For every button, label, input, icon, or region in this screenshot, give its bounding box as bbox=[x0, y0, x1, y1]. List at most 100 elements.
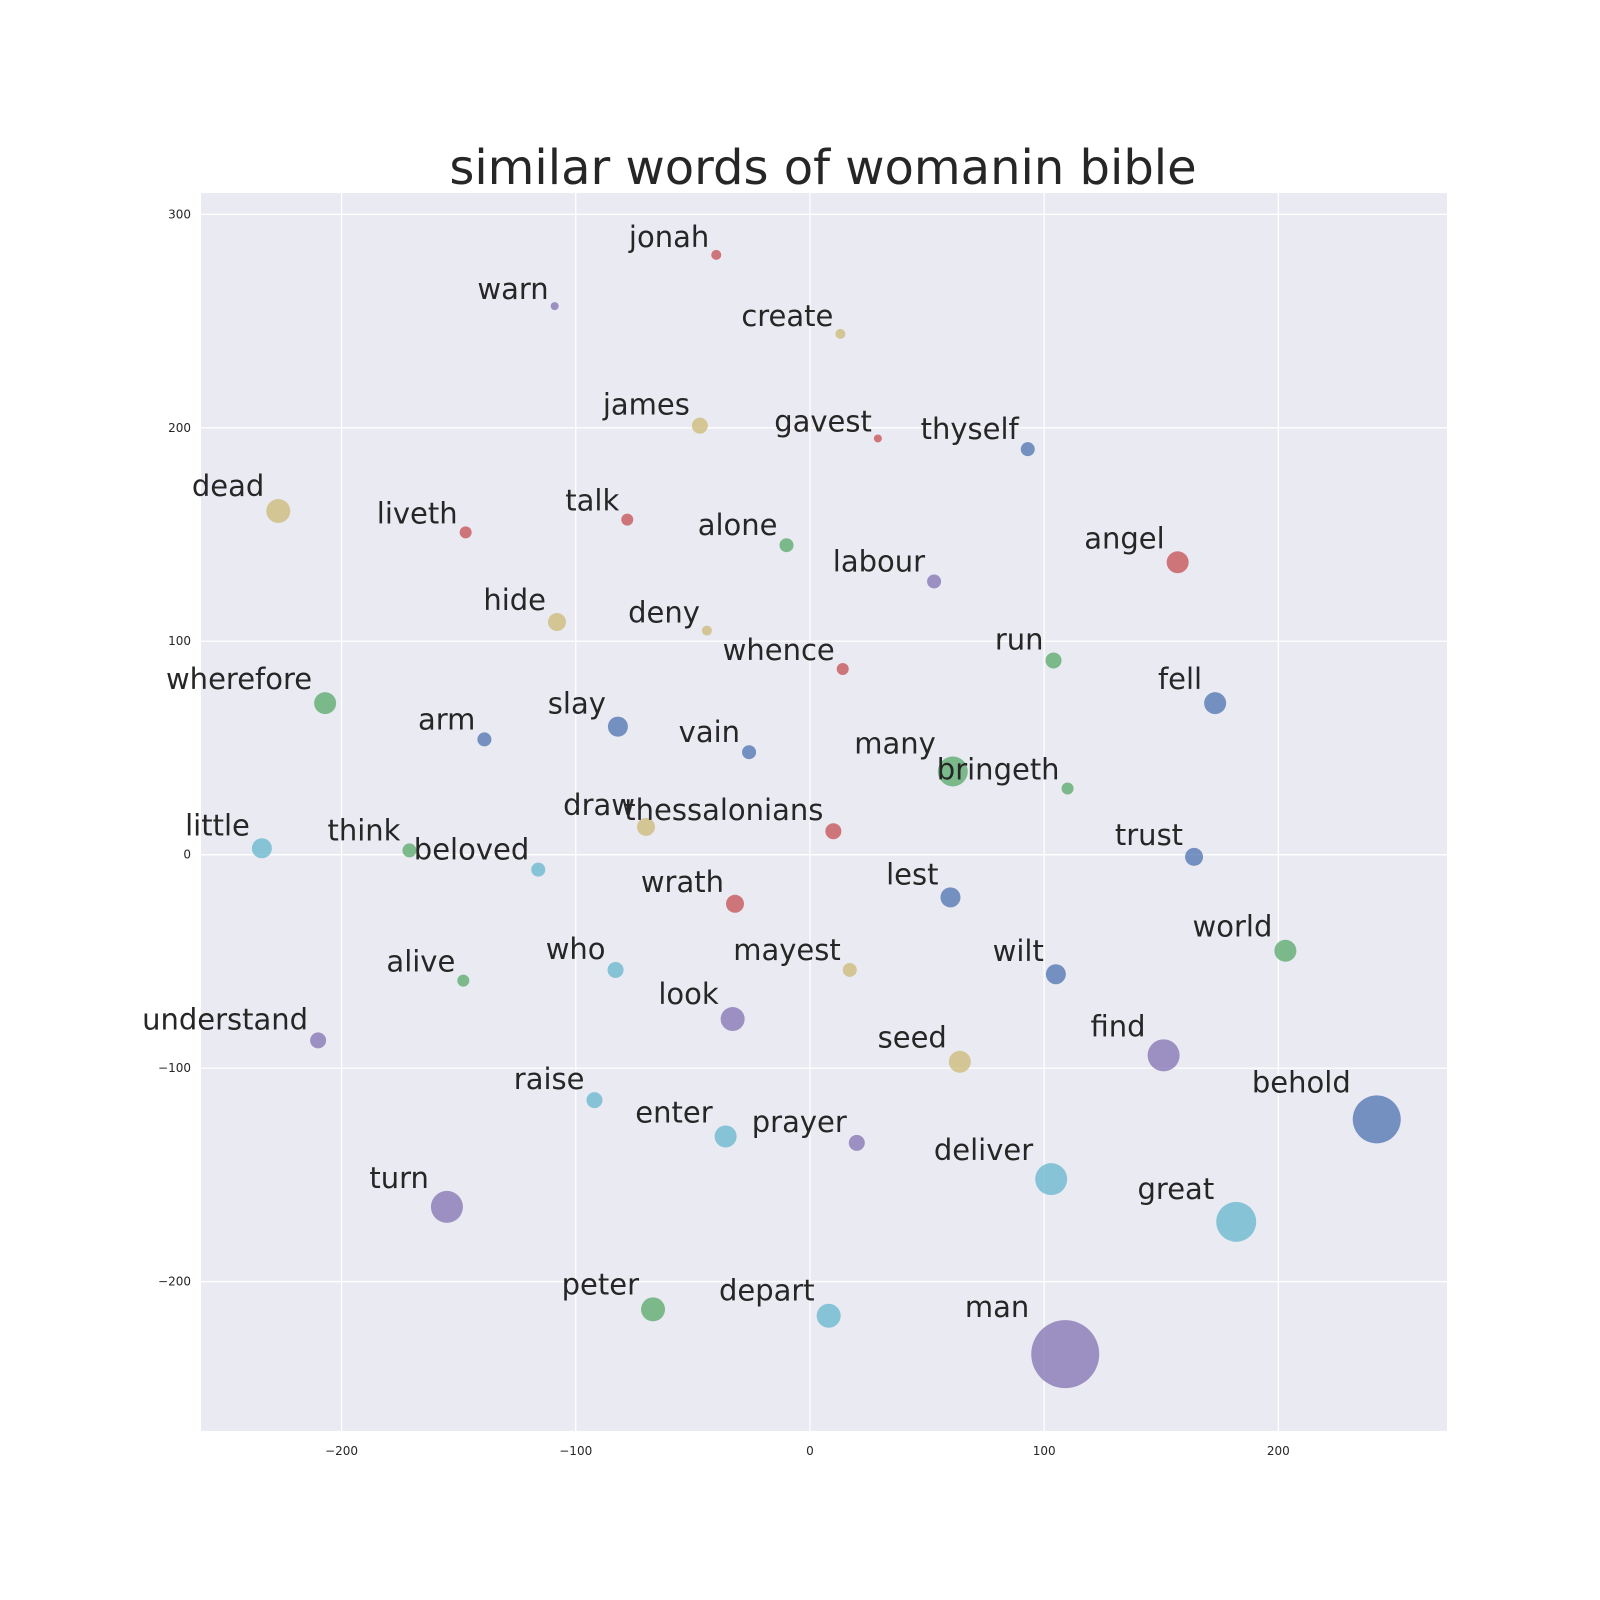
word-label-create: create bbox=[741, 299, 833, 333]
word-label-hide: hide bbox=[483, 583, 546, 617]
word-label-think: think bbox=[327, 813, 400, 847]
y-tick-label: 300 bbox=[168, 207, 191, 221]
bubble-alive bbox=[457, 974, 470, 987]
y-tick-label: −200 bbox=[158, 1275, 191, 1289]
bubble-prayer bbox=[848, 1134, 865, 1151]
bubble-behold bbox=[1352, 1095, 1401, 1144]
word-label-enter: enter bbox=[635, 1095, 712, 1129]
word-label-trust: trust bbox=[1115, 818, 1183, 852]
x-tick-label: 100 bbox=[1033, 1444, 1056, 1458]
word-label-peter: peter bbox=[562, 1267, 639, 1301]
bubble-gavest bbox=[873, 434, 882, 443]
bubble-jonah bbox=[711, 249, 722, 260]
word-label-deliver: deliver bbox=[934, 1133, 1033, 1167]
bubble-alone bbox=[779, 538, 794, 553]
bubble-seed bbox=[948, 1050, 971, 1073]
bubble-wrath bbox=[726, 894, 744, 913]
x-tick-label: 200 bbox=[1267, 1444, 1290, 1458]
word-label-look: look bbox=[658, 977, 719, 1011]
bubble-many bbox=[937, 756, 968, 787]
bubble-deliver bbox=[1035, 1163, 1068, 1196]
bubble-lest bbox=[940, 887, 961, 908]
plot-area bbox=[201, 193, 1447, 1431]
y-tick-label: −100 bbox=[158, 1061, 191, 1075]
y-tick-label: 200 bbox=[168, 421, 191, 435]
grid bbox=[201, 193, 1447, 1431]
word-label-understand: understand bbox=[142, 1002, 308, 1036]
word-label-run: run bbox=[995, 622, 1044, 656]
word-label-slay: slay bbox=[548, 687, 606, 721]
word-label-great: great bbox=[1138, 1172, 1215, 1206]
bubble-james bbox=[691, 417, 708, 434]
bubble-liveth bbox=[459, 526, 472, 539]
word-label-draw: draw bbox=[563, 788, 635, 822]
y-tick-label: 100 bbox=[168, 634, 191, 648]
chart-title: similar words of womanin bible bbox=[449, 140, 1196, 196]
bubble-trust bbox=[1185, 847, 1204, 866]
bubble-great bbox=[1216, 1201, 1257, 1242]
bubble-wherefore bbox=[314, 692, 337, 715]
word-label-man: man bbox=[965, 1290, 1029, 1324]
word-label-world: world bbox=[1193, 910, 1273, 944]
bubble-think bbox=[402, 843, 417, 858]
word-label-gavest: gavest bbox=[774, 404, 872, 438]
x-tick-label: −100 bbox=[559, 1444, 592, 1458]
bubble-mayest bbox=[842, 962, 857, 977]
x-tick-label: −200 bbox=[325, 1444, 358, 1458]
word-label-jonah: jonah bbox=[628, 220, 709, 254]
word-label-deny: deny bbox=[628, 596, 700, 630]
bubble-raise bbox=[586, 1092, 603, 1109]
bubble-beloved bbox=[531, 862, 546, 877]
word-label-alive: alive bbox=[386, 945, 455, 979]
word-label-bringeth: bringeth bbox=[937, 753, 1060, 787]
bubble-peter bbox=[641, 1297, 666, 1322]
word-label-whence: whence bbox=[723, 633, 835, 667]
bubble-man bbox=[1031, 1320, 1100, 1389]
bubbles bbox=[251, 249, 1401, 1389]
word-label-lest: lest bbox=[886, 857, 938, 891]
bubble-create bbox=[835, 328, 846, 339]
word-label-thyself: thyself bbox=[921, 412, 1020, 446]
word-labels: jonah warn create james gavest thyself dead liv… bbox=[142, 220, 1351, 1324]
word-label-turn: turn bbox=[369, 1161, 429, 1195]
word-label-fell: fell bbox=[1158, 662, 1202, 696]
word-label-wilt: wilt bbox=[993, 934, 1044, 968]
word-label-arm: arm bbox=[418, 702, 475, 736]
bubble-vain bbox=[742, 745, 757, 760]
word-label-raise: raise bbox=[514, 1062, 585, 1096]
word-label-wherefore: wherefore bbox=[166, 662, 312, 696]
bubble-labour bbox=[927, 574, 942, 589]
word-label-many: many bbox=[854, 726, 936, 760]
bubble-arm bbox=[477, 732, 492, 747]
bubble-dead bbox=[266, 499, 291, 524]
bubble-enter bbox=[714, 1125, 737, 1148]
word-label-find: find bbox=[1091, 1009, 1146, 1043]
word-label-wrath: wrath bbox=[641, 865, 724, 899]
word-label-prayer: prayer bbox=[752, 1105, 847, 1139]
bubble-draw bbox=[637, 817, 655, 836]
bubble-slay bbox=[607, 716, 628, 737]
word-label-labour: labour bbox=[833, 544, 925, 578]
bubble-look bbox=[720, 1007, 745, 1032]
bubble-talk bbox=[621, 513, 634, 526]
bubble-little bbox=[251, 838, 272, 859]
word-label-depart: depart bbox=[719, 1274, 815, 1308]
word-label-alone: alone bbox=[698, 508, 778, 542]
word-label-james: james bbox=[602, 388, 690, 422]
word-label-beloved: beloved bbox=[414, 833, 529, 867]
word-label-behold: behold bbox=[1252, 1065, 1351, 1099]
bubble-bringeth bbox=[1061, 782, 1074, 795]
word-label-talk: talk bbox=[565, 484, 619, 518]
bubble-world bbox=[1274, 939, 1297, 962]
bubble-wilt bbox=[1045, 964, 1066, 985]
bubble-hide bbox=[548, 613, 566, 632]
word-label-little: little bbox=[185, 808, 250, 842]
bubble-angel bbox=[1166, 551, 1189, 574]
word-label-who: who bbox=[546, 932, 606, 966]
x-tick-label: 0 bbox=[806, 1444, 814, 1458]
bubble-find bbox=[1147, 1039, 1180, 1072]
bubble-thyself bbox=[1020, 442, 1035, 457]
word-label-angel: angel bbox=[1084, 521, 1164, 555]
word-label-warn: warn bbox=[477, 272, 548, 306]
bubble-warn bbox=[550, 302, 559, 311]
